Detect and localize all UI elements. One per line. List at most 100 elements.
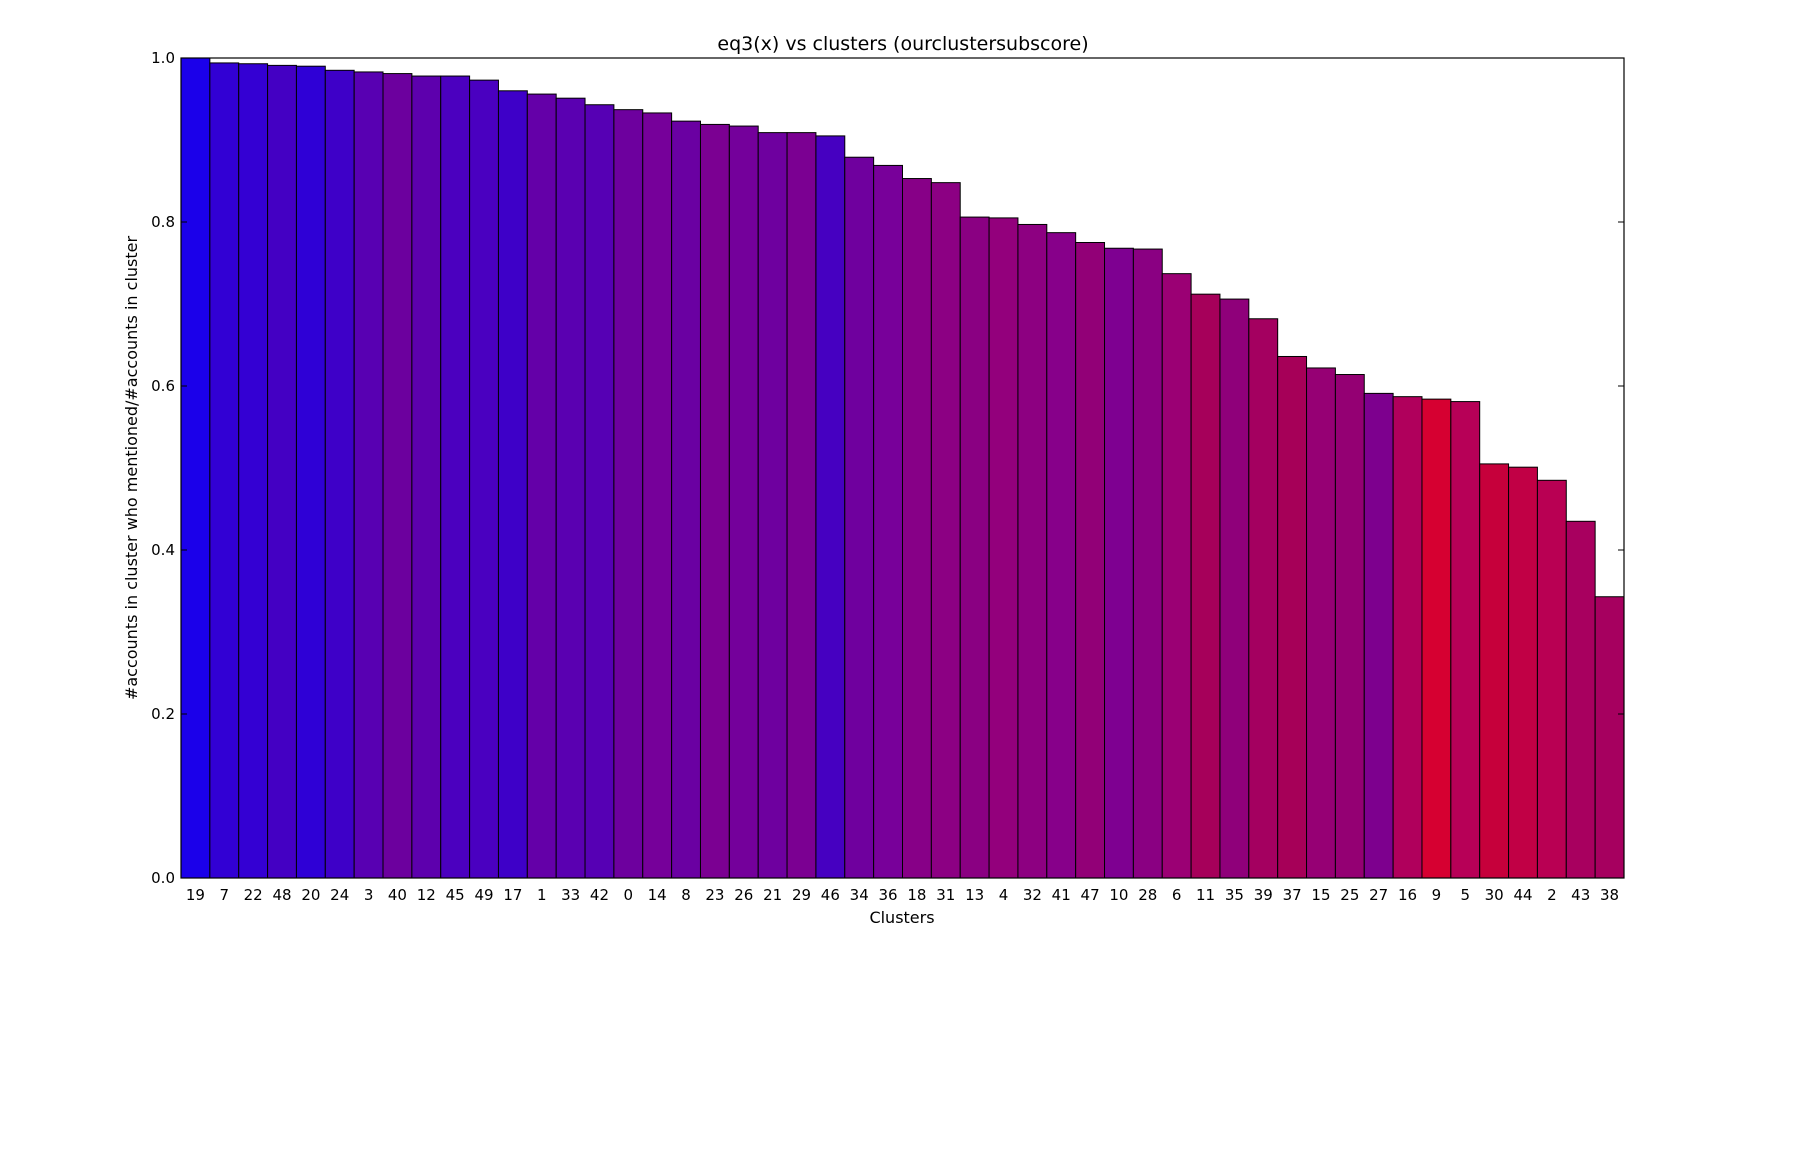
bar-25: [1334, 374, 1365, 879]
bar-24: [324, 69, 355, 879]
x-tick-label: 20: [301, 886, 320, 904]
bar-33: [555, 97, 586, 879]
bar-39: [1248, 318, 1279, 879]
bar-43: [1565, 520, 1596, 879]
x-tick-label: 2: [1547, 886, 1557, 904]
x-tick-label: 38: [1600, 886, 1619, 904]
bar-40: [382, 73, 413, 879]
bar-48: [267, 64, 297, 879]
bar-30: [1479, 463, 1510, 879]
bar-32: [1017, 223, 1048, 879]
bar-7: [209, 62, 240, 879]
x-tick-label: 22: [244, 886, 263, 904]
x-tick-label: 30: [1485, 886, 1504, 904]
bar-36: [873, 164, 904, 879]
x-tick-label: 37: [1283, 886, 1302, 904]
y-tick-label: 0.0: [151, 869, 175, 887]
x-tick-label: 47: [1081, 886, 1100, 904]
bar-8: [671, 120, 701, 879]
x-tick-label: 26: [734, 886, 753, 904]
x-tick-label: 35: [1225, 886, 1244, 904]
x-tick-label: 12: [417, 886, 436, 904]
y-tick-label: 1.0: [151, 49, 175, 67]
x-tick-label: 44: [1513, 886, 1532, 904]
bar-1: [526, 93, 557, 879]
bar-35: [1219, 298, 1250, 879]
bar-28: [1132, 248, 1163, 879]
x-tick-label: 1: [537, 886, 547, 904]
x-tick-label: 45: [446, 886, 465, 904]
x-tick-label: 49: [474, 886, 493, 904]
x-tick-label: 7: [220, 886, 230, 904]
x-tick-label: 25: [1340, 886, 1359, 904]
bar-27: [1363, 392, 1394, 879]
x-tick-label: 16: [1398, 886, 1417, 904]
bar-29: [786, 132, 817, 879]
bar-15: [1306, 367, 1336, 879]
bar-23: [699, 123, 730, 879]
x-tick-label: 13: [965, 886, 984, 904]
bar-17: [497, 90, 528, 879]
bar-21: [757, 132, 788, 879]
y-axis-label: #accounts in cluster who mentioned/#acco…: [122, 236, 141, 701]
bar-47: [1075, 242, 1106, 879]
y-tick-label: 0.2: [151, 705, 175, 723]
x-tick-label: 5: [1460, 886, 1470, 904]
x-tick-label: 36: [879, 886, 898, 904]
x-tick-label: 29: [792, 886, 811, 904]
bar-9: [1421, 398, 1452, 879]
bar-20: [295, 65, 326, 879]
bar-4: [988, 217, 1019, 879]
bar-6: [1161, 273, 1192, 879]
bar-10: [1104, 247, 1134, 879]
x-tick-label: 14: [648, 886, 667, 904]
x-tick-label: 17: [503, 886, 522, 904]
bar-42: [584, 104, 615, 879]
bar-49: [469, 79, 499, 879]
y-axis: 0.0 0.2 0.4 0.6 0.8 1.0: [151, 49, 1624, 887]
x-axis: 19 7 22 48 20 24 3 40 12 45 49 17 1 33 42 0 14 8 23 26 21 29 4…: [186, 886, 1619, 904]
bar-2: [1536, 479, 1567, 879]
bar-41: [1046, 232, 1077, 879]
bar-16: [1392, 396, 1423, 879]
y-tick-label: 0.8: [151, 213, 175, 231]
bar-26: [728, 125, 759, 879]
bar-0: [613, 109, 644, 879]
x-tick-label: 43: [1571, 886, 1590, 904]
bar-19: [180, 57, 211, 879]
y-tick-label: 0.4: [151, 541, 175, 559]
x-tick-label: 21: [763, 886, 782, 904]
x-tick-label: 3: [364, 886, 374, 904]
x-tick-label: 6: [1172, 886, 1182, 904]
x-tick-label: 42: [590, 886, 609, 904]
x-tick-label: 41: [1052, 886, 1071, 904]
bars-group: [180, 57, 1625, 879]
bar-12: [411, 75, 442, 879]
bar-38: [1594, 596, 1625, 879]
bar-34: [844, 156, 875, 879]
x-tick-label: 11: [1196, 886, 1215, 904]
x-tick-label: 27: [1369, 886, 1388, 904]
x-tick-label: 10: [1109, 886, 1128, 904]
chart-title: eq3(x) vs clusters (ourclustersubscore): [717, 33, 1088, 55]
x-tick-label: 19: [186, 886, 205, 904]
x-tick-label: 39: [1254, 886, 1273, 904]
x-tick-label: 24: [330, 886, 349, 904]
x-tick-label: 18: [907, 886, 926, 904]
x-tick-label: 33: [561, 886, 580, 904]
x-tick-label: 34: [850, 886, 869, 904]
bar-13: [959, 216, 990, 879]
x-tick-label: 31: [936, 886, 955, 904]
bar-31: [930, 182, 961, 879]
bar-46: [815, 135, 846, 879]
bar-14: [642, 112, 673, 879]
bar-37: [1277, 355, 1308, 879]
y-tick-label: 0.6: [151, 377, 175, 395]
bar-44: [1508, 466, 1538, 879]
bar-18: [902, 178, 932, 879]
bar-45: [440, 75, 471, 879]
plot-frame: [180, 57, 1625, 879]
x-tick-label: 46: [821, 886, 840, 904]
x-axis-label: Clusters: [869, 908, 934, 927]
x-tick-label: 15: [1311, 886, 1330, 904]
